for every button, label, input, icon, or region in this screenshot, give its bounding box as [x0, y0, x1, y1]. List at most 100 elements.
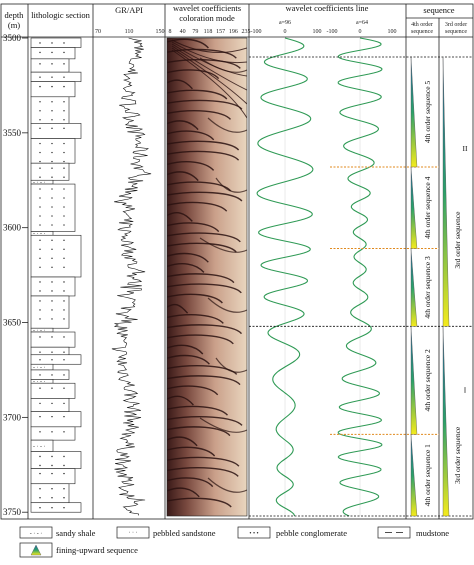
- legend-fining-upward: fining-upward sequence: [19, 542, 138, 558]
- svg-text:wavelet coefficients: wavelet coefficients: [173, 3, 241, 13]
- svg-text:0: 0: [284, 29, 287, 35]
- svg-text:- · - ·: - · - ·: [33, 180, 46, 186]
- lithology-header: lithologic section: [31, 10, 91, 20]
- fourth-order-label: 4th order sequence 2: [423, 349, 432, 412]
- fourth-order-triangle: [410, 56, 418, 168]
- litho-layer-pebbled-sandstone: [30, 451, 82, 469]
- litho-layer-pebbled-sandstone: [30, 234, 82, 278]
- gr-ticks: 70 110 150: [95, 29, 165, 35]
- svg-text:a=96: a=96: [279, 20, 291, 26]
- litho-layer-pebbled-sandstone: [30, 398, 70, 412]
- column-frames: [0, 3, 474, 520]
- a96-curve: [256, 37, 314, 517]
- wavelet-scale-tick: 235: [242, 29, 251, 35]
- svg-text:110: 110: [125, 29, 134, 35]
- depth-unit: (m): [8, 20, 20, 30]
- fourth-order-triangle: [410, 248, 418, 327]
- svg-text:- · - ·: - · - ·: [30, 531, 43, 537]
- depth-title: depth: [5, 10, 25, 20]
- fourth-order-label: 4th order sequence 4: [423, 176, 432, 239]
- wavelet-coloration-panel: [167, 38, 247, 516]
- litho-layer-pebbled-sandstone: [30, 183, 76, 232]
- wavelet-line-a96: [256, 37, 314, 517]
- wavelet-scale-tick: 8: [169, 29, 172, 35]
- svg-text:3rd order: 3rd order: [445, 22, 467, 28]
- litho-layer-pebbled-sandstone: [30, 411, 82, 428]
- depth-tick-label: 3600: [3, 223, 22, 233]
- svg-text:mudstone: mudstone: [416, 528, 449, 538]
- depth-tick-label: 3700: [3, 412, 22, 422]
- lithologic-column: - · - · - · - · - · - · - · - · - · - · - · -…: [30, 37, 82, 513]
- litho-layer-sandy-shale: - · - ·: [30, 439, 54, 452]
- legend-pebbled-sandstone: · · · pebbled sandstone: [116, 526, 216, 539]
- gr-curve: [111, 37, 152, 516]
- depth-tick-label: 3750: [3, 507, 22, 517]
- third-order-triangle: [442, 56, 450, 327]
- svg-text:- · - ·: - · - ·: [33, 444, 46, 450]
- litho-layer-pebbled-sandstone: [30, 96, 70, 124]
- litho-layer-pebbled-sandstone: [30, 426, 76, 441]
- svg-text:coloration mode: coloration mode: [179, 13, 235, 23]
- svg-text:- · - ·: - · - ·: [33, 231, 46, 237]
- svg-text:- · - ·: - · - ·: [33, 379, 46, 385]
- litho-layer-pebbled-sandstone: [30, 71, 82, 82]
- svg-text:sandy shale: sandy shale: [56, 528, 96, 538]
- wavelet-coloration-header: wavelet coefficients coloration mode: [173, 3, 241, 23]
- fourth-order-label: 4th order sequence 5: [423, 81, 432, 144]
- litho-layer-pebbled-sandstone: [30, 81, 76, 98]
- third-order-roman: I: [464, 386, 467, 395]
- svg-text:-100: -100: [327, 29, 338, 35]
- depth-tick-label: 3650: [3, 318, 22, 328]
- sequence-triangles: 4th order sequence 5 4th order sequence 4…: [410, 56, 468, 517]
- svg-text:• • •: • • •: [249, 531, 258, 537]
- sequence-header: sequence: [423, 5, 454, 15]
- depth-axis: depth (m) 3500 3550 3600 3650 3700 3750: [3, 10, 28, 517]
- litho-layer-pebbled-sandstone: [30, 37, 82, 48]
- wavelet-scale-ticks: 8 40 79 118 157 196 235: [169, 29, 251, 35]
- wavelet-line-header: wavelet coefficients line: [286, 3, 369, 13]
- litho-layer-pebbled-sandstone: [30, 276, 76, 297]
- litho-layer-pebbled-sandstone: [30, 331, 76, 348]
- svg-text:pebbled sandstone: pebbled sandstone: [153, 528, 216, 538]
- litho-layer-pebbled-sandstone: [30, 295, 70, 329]
- litho-layer-pebbled-sandstone: [30, 354, 82, 365]
- svg-text:100: 100: [313, 29, 322, 35]
- depth-tick-label: 3550: [3, 128, 22, 138]
- a64-curve: [337, 37, 383, 517]
- svg-text:100: 100: [388, 29, 397, 35]
- wavelet-coefficient-bands: [167, 38, 247, 508]
- wavelet-scale-tick: 118: [204, 29, 213, 35]
- wavelet-scale-tick: 40: [180, 29, 186, 35]
- litho-layer-pebbled-sandstone: [30, 138, 76, 164]
- svg-text:- · - ·: - · - ·: [33, 365, 46, 371]
- svg-text:a=64: a=64: [356, 20, 368, 26]
- svg-text:sequence: sequence: [411, 29, 433, 35]
- wavelet-line-a64: [337, 37, 383, 517]
- svg-text:150: 150: [156, 29, 165, 35]
- svg-text:pebble conglomerate: pebble conglomerate: [276, 528, 347, 538]
- third-order-label: 3rd order sequence: [453, 211, 462, 269]
- fourth-order-label: 4th order sequence 3: [423, 256, 432, 319]
- svg-text:sequence: sequence: [445, 29, 467, 35]
- svg-text:-100: -100: [251, 29, 262, 35]
- svg-text:4th order: 4th order: [411, 22, 433, 28]
- third-order-header: 3rd order sequence: [445, 22, 467, 35]
- litho-layer-pebbled-sandstone: [30, 502, 82, 513]
- litho-layer-pebbled-sandstone: [30, 483, 70, 504]
- legend-pebble-conglomerate: • • • pebble conglomerate: [237, 526, 347, 539]
- svg-text:· · ·: · · ·: [129, 530, 138, 536]
- fourth-order-triangle: [410, 326, 418, 435]
- fourth-order-triangle: [410, 434, 418, 517]
- third-order-triangle: [442, 326, 450, 517]
- litho-layer-pebbled-sandstone: [30, 162, 70, 181]
- third-order-roman: II: [463, 144, 468, 153]
- fourth-order-triangle: [410, 166, 418, 249]
- gr-log: [111, 37, 152, 516]
- fourth-order-label: 4th order sequence 1: [423, 444, 432, 507]
- svg-text:0: 0: [359, 29, 362, 35]
- third-order-label: 3rd order sequence: [453, 426, 462, 484]
- depth-tick-label: 3500: [3, 33, 22, 43]
- wavelet-scale-tick: 157: [216, 29, 225, 35]
- fourth-order-header: 4th order sequence: [411, 22, 433, 35]
